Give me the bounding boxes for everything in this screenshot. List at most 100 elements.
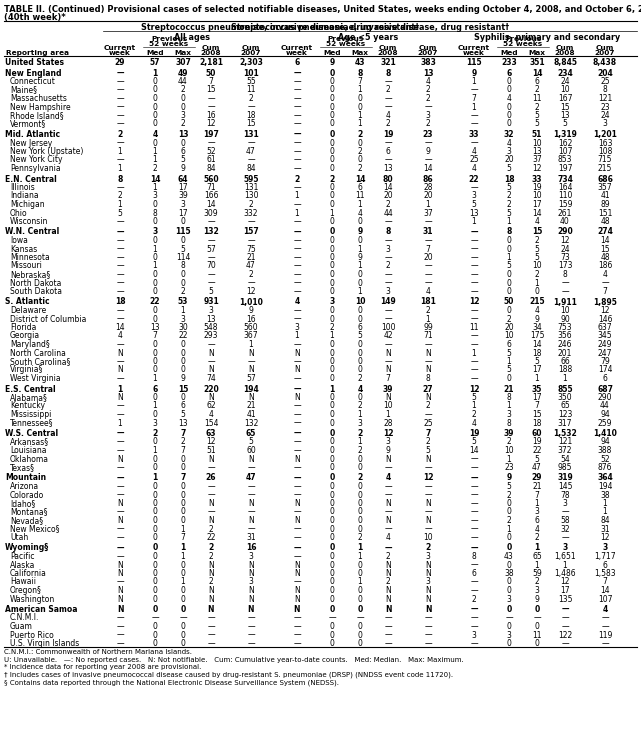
Text: 1,486: 1,486	[554, 569, 576, 578]
Text: 0: 0	[181, 569, 185, 578]
Text: —: —	[116, 463, 124, 472]
Text: 3: 3	[249, 552, 253, 561]
Text: 2: 2	[426, 438, 430, 447]
Text: 7: 7	[535, 490, 540, 499]
Text: —: —	[470, 244, 478, 253]
Text: 261: 261	[558, 208, 572, 217]
Text: 5: 5	[535, 120, 540, 129]
Text: —: —	[293, 164, 301, 173]
Text: —: —	[207, 490, 215, 499]
Text: 1: 1	[506, 454, 512, 463]
Text: 1: 1	[329, 384, 335, 393]
Text: —: —	[247, 630, 255, 639]
Text: —: —	[247, 138, 255, 147]
Text: 29: 29	[115, 58, 125, 67]
Text: 10: 10	[354, 298, 365, 307]
Text: Cum: Cum	[242, 45, 260, 51]
Text: 0: 0	[329, 569, 335, 578]
Text: N: N	[248, 595, 254, 604]
Text: 52: 52	[600, 454, 610, 463]
Text: 14: 14	[532, 340, 542, 349]
Text: 6: 6	[506, 68, 512, 77]
Text: 0: 0	[153, 586, 158, 595]
Text: 3: 3	[358, 419, 362, 427]
Text: —: —	[116, 278, 124, 287]
Text: —: —	[470, 287, 478, 296]
Text: Puerto Rico: Puerto Rico	[10, 630, 54, 639]
Text: 4: 4	[535, 306, 540, 315]
Text: N: N	[208, 499, 214, 508]
Text: 2: 2	[472, 410, 476, 419]
Text: 0: 0	[329, 463, 335, 472]
Text: 5: 5	[535, 454, 540, 463]
Text: 7: 7	[603, 578, 608, 587]
Text: Med: Med	[146, 50, 164, 56]
Text: 1: 1	[329, 208, 335, 217]
Text: Maine§: Maine§	[10, 86, 37, 95]
Text: 319: 319	[557, 474, 573, 483]
Text: —: —	[384, 278, 392, 287]
Text: 15: 15	[600, 244, 610, 253]
Text: 2007: 2007	[241, 50, 262, 56]
Text: —: —	[470, 508, 478, 517]
Text: —: —	[247, 524, 255, 533]
Text: 8: 8	[181, 262, 185, 271]
Text: 0: 0	[358, 630, 362, 639]
Text: 16: 16	[246, 544, 256, 553]
Text: —: —	[293, 340, 301, 349]
Text: 0: 0	[506, 586, 512, 595]
Text: —: —	[293, 183, 301, 192]
Text: 345: 345	[597, 332, 612, 341]
Text: 0: 0	[329, 499, 335, 508]
Text: —: —	[470, 516, 478, 525]
Text: —: —	[116, 253, 124, 262]
Text: N: N	[208, 605, 214, 614]
Text: 64: 64	[178, 174, 188, 183]
Text: 0: 0	[506, 236, 512, 245]
Text: 4: 4	[472, 147, 476, 156]
Text: —: —	[470, 622, 478, 631]
Text: —: —	[116, 314, 124, 323]
Text: 0: 0	[181, 586, 185, 595]
Text: 0: 0	[329, 156, 335, 165]
Text: —: —	[293, 402, 301, 411]
Text: Cum: Cum	[556, 45, 574, 51]
Text: —: —	[116, 614, 124, 623]
Text: —: —	[562, 605, 569, 614]
Text: 6: 6	[386, 147, 390, 156]
Text: 15: 15	[246, 120, 256, 129]
Text: 1: 1	[358, 552, 362, 561]
Text: 41: 41	[600, 192, 610, 201]
Text: 0: 0	[181, 340, 185, 349]
Text: 0: 0	[506, 560, 512, 569]
Text: 3: 3	[535, 508, 540, 517]
Text: 5: 5	[506, 482, 512, 491]
Text: N: N	[208, 348, 214, 357]
Text: 17: 17	[532, 393, 542, 402]
Text: Pennsylvania: Pennsylvania	[10, 164, 61, 173]
Text: 12: 12	[600, 306, 610, 315]
Text: 2: 2	[181, 438, 185, 447]
Text: 0: 0	[329, 348, 335, 357]
Text: —: —	[384, 490, 392, 499]
Text: 7: 7	[426, 244, 431, 253]
Text: 0: 0	[153, 552, 158, 561]
Text: 9: 9	[358, 253, 362, 262]
Text: 10: 10	[560, 86, 570, 95]
Text: 11: 11	[532, 630, 542, 639]
Text: —: —	[384, 463, 392, 472]
Text: —: —	[470, 605, 478, 614]
Text: —: —	[424, 490, 432, 499]
Text: 0: 0	[153, 138, 158, 147]
Text: —: —	[116, 68, 124, 77]
Text: —: —	[207, 94, 215, 103]
Text: 0: 0	[358, 156, 362, 165]
Text: Mid. Atlantic: Mid. Atlantic	[5, 130, 60, 139]
Text: 84: 84	[206, 164, 216, 173]
Text: 71: 71	[206, 183, 216, 192]
Text: N: N	[117, 595, 123, 604]
Text: N: N	[294, 586, 300, 595]
Text: Virginia§: Virginia§	[10, 365, 44, 374]
Text: 5: 5	[535, 357, 540, 366]
Text: 132: 132	[203, 228, 219, 236]
